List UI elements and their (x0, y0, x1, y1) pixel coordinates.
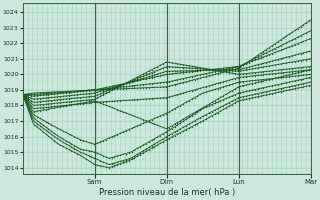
X-axis label: Pression niveau de la mer( hPa ): Pression niveau de la mer( hPa ) (99, 188, 235, 197)
